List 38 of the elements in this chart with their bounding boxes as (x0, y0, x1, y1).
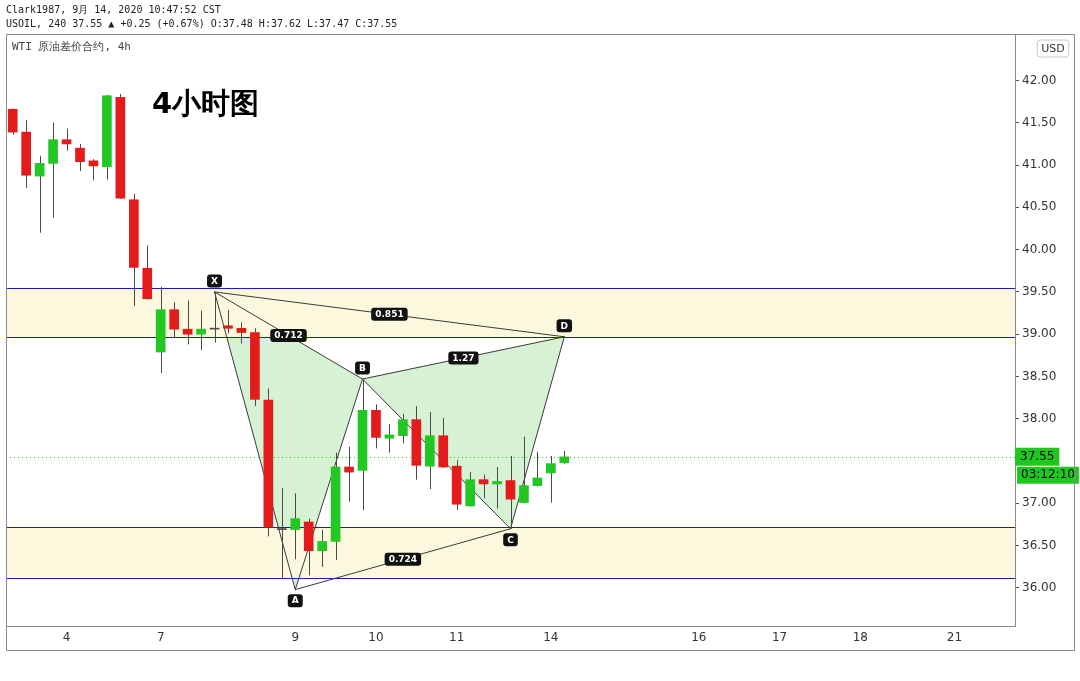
x-tick-label: 11 (449, 630, 465, 645)
text: USOIL, 240 37.55 ▲ +0.25 (+0.67%) O:37.48 H:37.62 L:37.47 C:37.55 (6, 17, 398, 30)
ref-line-label: 37.55 (1020, 449, 1055, 464)
y-tick-label: 38.00 (1022, 410, 1057, 425)
y-tick-label: 36.50 (1022, 537, 1057, 552)
data-label: A (291, 595, 299, 606)
data-label: D (560, 320, 569, 331)
x-tick-label: 7 (156, 630, 165, 645)
text: 03:12:10 (1021, 467, 1075, 482)
series-label: 1.27 (452, 352, 475, 363)
y-tick-label: 40.00 (1022, 241, 1057, 256)
text: Clark1987, 9月 14, 2020 10:47:52 CST (6, 3, 221, 16)
x-tick-label: 18 (852, 630, 868, 645)
x-tick-label: 16 (691, 630, 707, 645)
text: 4小时图 (152, 86, 260, 120)
series-label: 0.851 (375, 309, 404, 320)
y-axis-title: USD (1041, 41, 1065, 55)
y-tick-label: 39.00 (1022, 326, 1057, 341)
y-tick-label: 40.50 (1022, 199, 1057, 214)
y-tick-label: 38.50 (1022, 368, 1057, 383)
x-tick-label: 9 (291, 630, 300, 645)
x-tick-label: 14 (543, 630, 559, 645)
x-tick-label: 4 (62, 630, 71, 645)
x-tick-label: 10 (368, 630, 384, 645)
y-tick-label: 42.00 (1022, 72, 1057, 87)
data-label: X (211, 275, 219, 286)
y-tick-label: 41.50 (1022, 114, 1057, 129)
data-label: B (359, 362, 367, 373)
x-tick-label: 21 (946, 630, 963, 645)
y-tick-label: 41.00 (1022, 157, 1057, 172)
data-label: C (507, 534, 515, 545)
y-tick-label: 37.00 (1022, 495, 1057, 510)
y-tick-label: 39.50 (1022, 284, 1057, 299)
series-label: 0.712 (274, 330, 303, 341)
y-tick-label: 36.00 (1022, 580, 1057, 595)
x-tick-label: 17 (771, 630, 788, 645)
series-label: 0.724 (388, 554, 418, 565)
text: WTI 原油差价合约, 4h (12, 40, 131, 54)
